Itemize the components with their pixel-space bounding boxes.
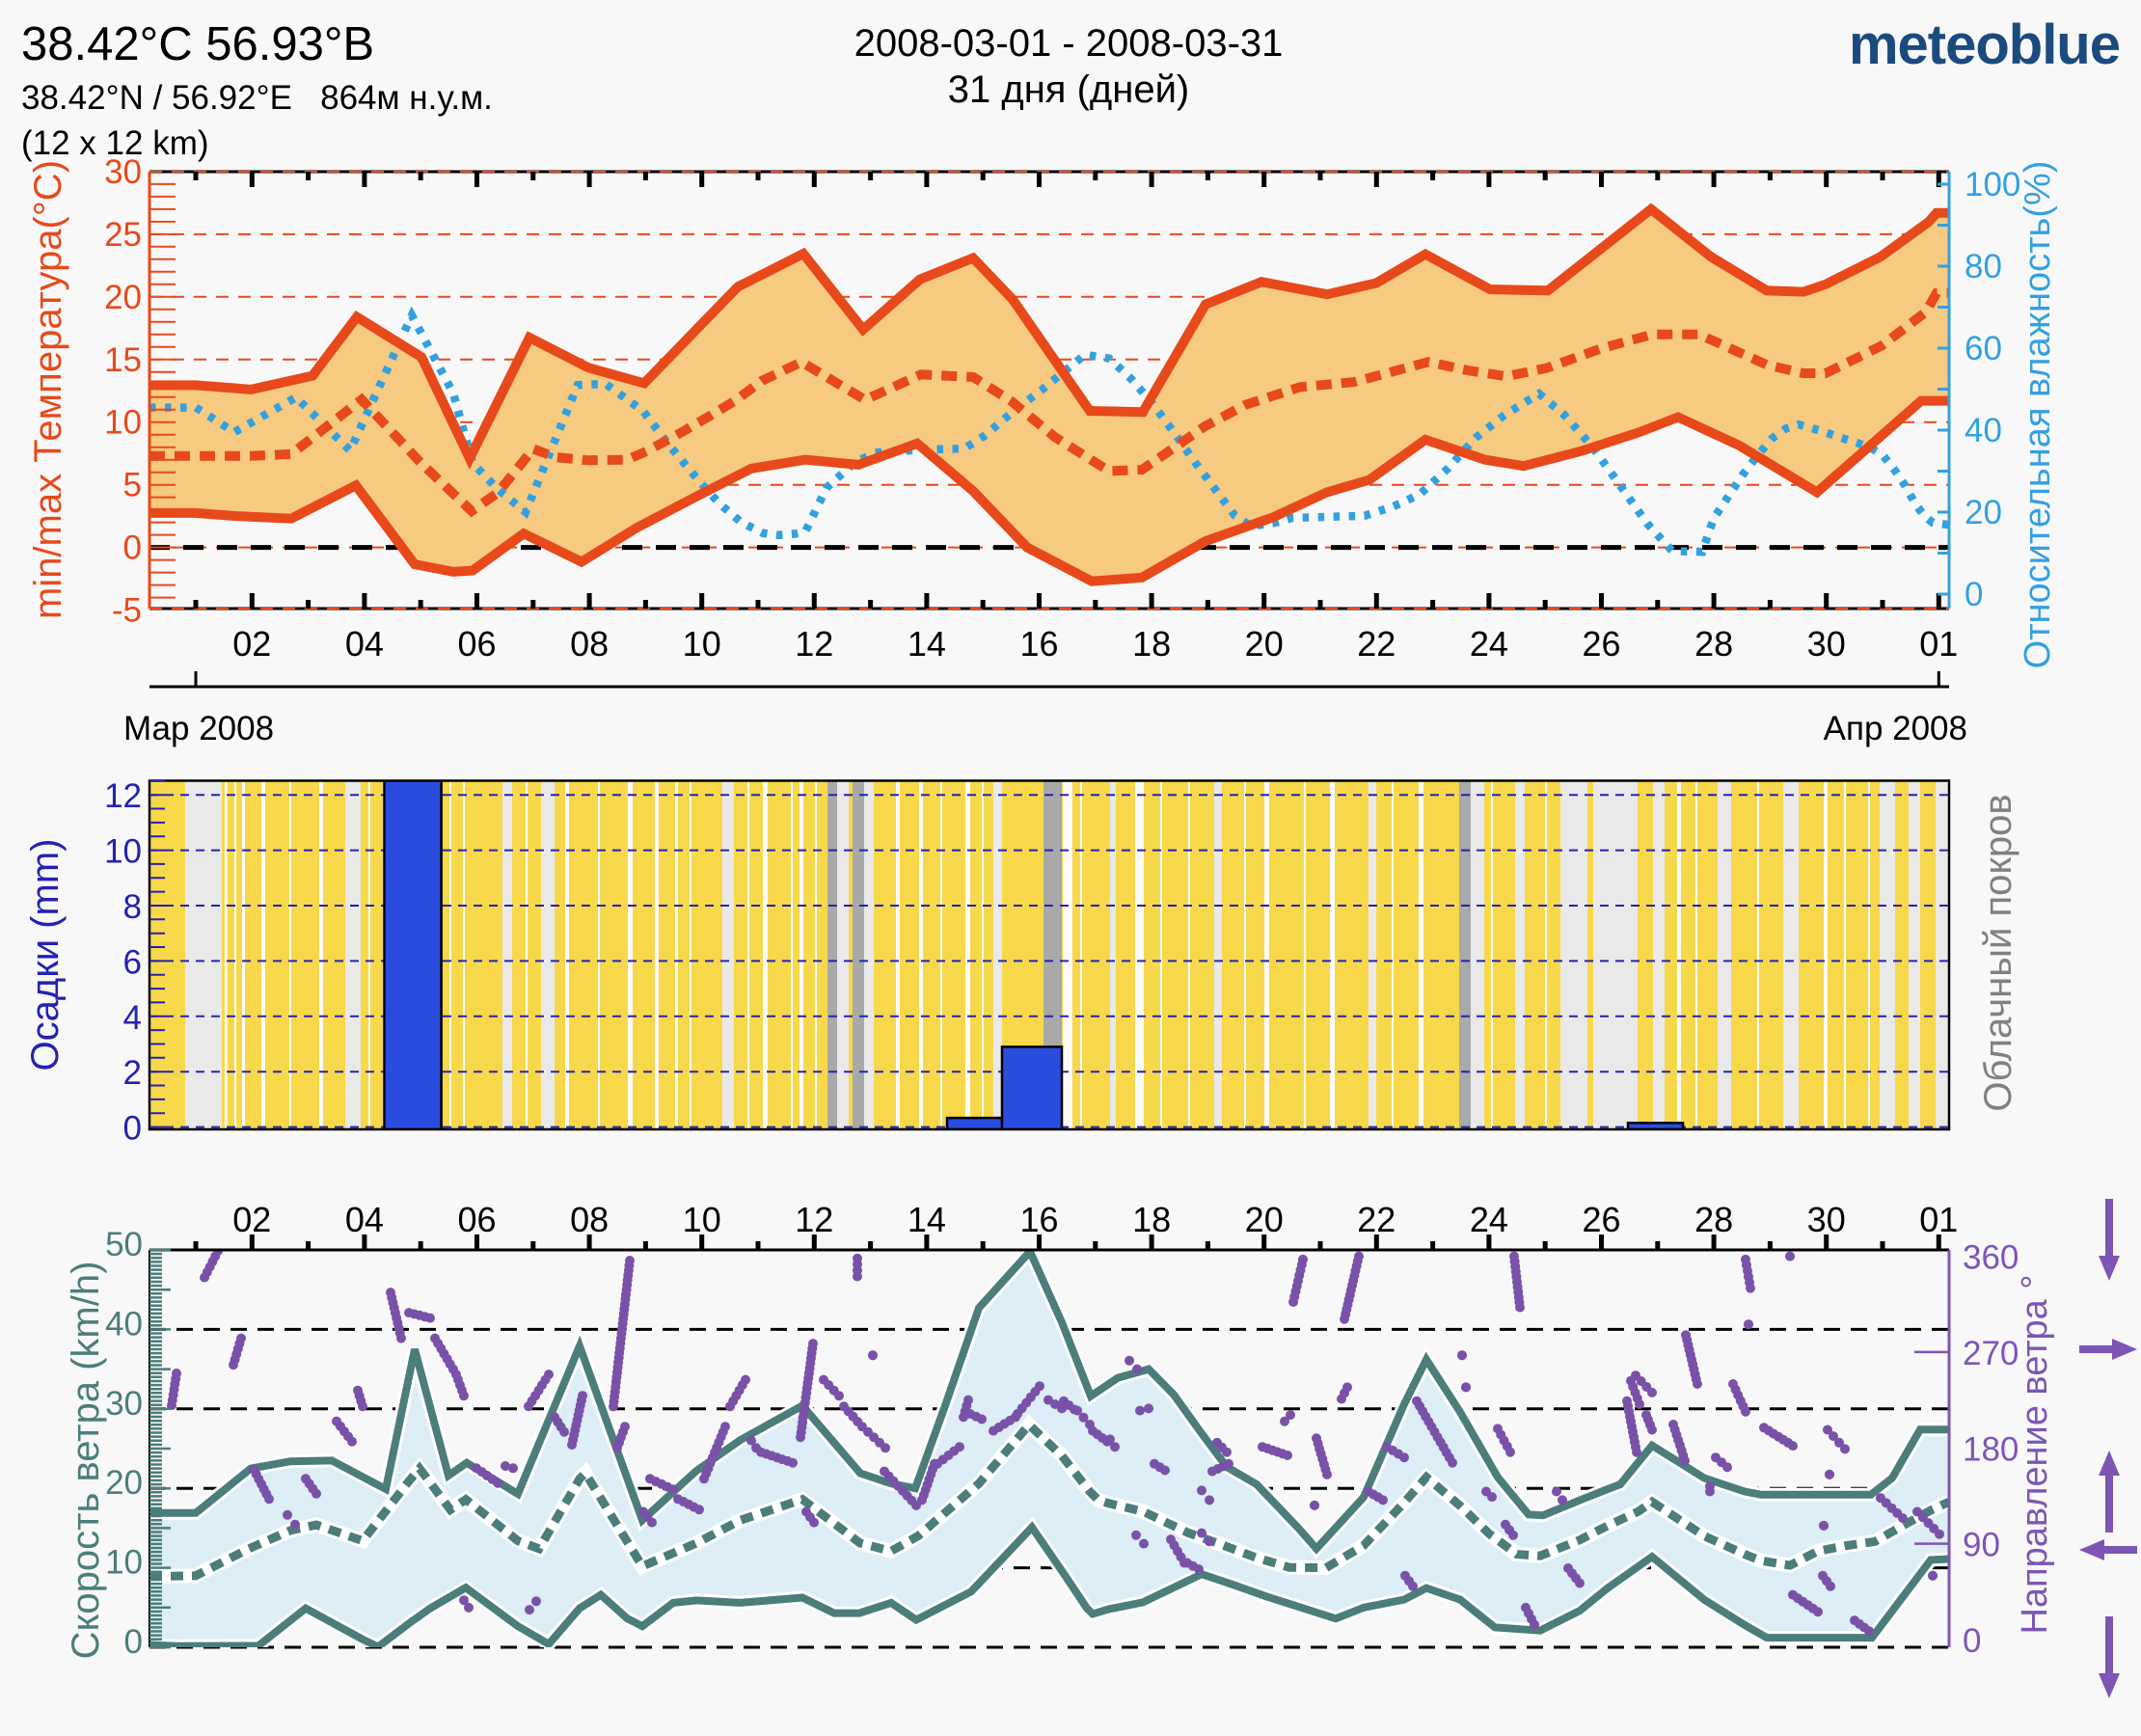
svg-text:360: 360 xyxy=(1963,1239,2019,1277)
svg-text:Направление ветра °: Направление ветра ° xyxy=(2015,1274,2055,1634)
svg-text:40: 40 xyxy=(1965,412,2002,449)
svg-text:6: 6 xyxy=(123,943,142,981)
svg-text:24: 24 xyxy=(1470,624,1508,664)
svg-text:38.42°N / 56.92°E 864м н.у.м: 38.42°N / 56.92°E 864м н.у.м. xyxy=(21,79,493,117)
svg-text:01: 01 xyxy=(1919,624,1958,664)
svg-text:0: 0 xyxy=(1963,1622,1981,1660)
svg-text:02: 02 xyxy=(232,1200,271,1239)
svg-text:10: 10 xyxy=(105,1544,143,1582)
svg-text:Мар 2008: Мар 2008 xyxy=(123,710,274,747)
svg-text:18: 18 xyxy=(1132,624,1171,664)
svg-text:20: 20 xyxy=(1245,624,1284,664)
svg-text:20: 20 xyxy=(1245,1200,1284,1239)
svg-text:16: 16 xyxy=(1019,1200,1058,1239)
svg-text:04: 04 xyxy=(345,624,384,664)
svg-text:22: 22 xyxy=(1357,1200,1396,1239)
svg-text:100: 100 xyxy=(1965,166,2020,203)
svg-text:04: 04 xyxy=(345,1200,384,1239)
svg-text:Апр 2008: Апр 2008 xyxy=(1824,710,1967,747)
svg-text:5: 5 xyxy=(123,467,142,504)
svg-text:Осадки (mm): Осадки (mm) xyxy=(24,839,67,1071)
svg-text:28: 28 xyxy=(1694,624,1733,664)
svg-text:08: 08 xyxy=(570,1200,609,1239)
svg-text:2: 2 xyxy=(123,1054,142,1092)
svg-text:-5: -5 xyxy=(112,592,142,630)
svg-text:80: 80 xyxy=(1965,248,2002,285)
svg-text:01: 01 xyxy=(1919,1200,1958,1239)
svg-text:180: 180 xyxy=(1963,1430,2019,1468)
svg-text:10: 10 xyxy=(104,833,142,871)
svg-text:06: 06 xyxy=(457,1200,496,1239)
svg-text:270: 270 xyxy=(1963,1335,2019,1372)
svg-text:15: 15 xyxy=(104,341,142,379)
svg-text:24: 24 xyxy=(1470,1200,1508,1239)
svg-text:08: 08 xyxy=(570,624,609,664)
svg-text:02: 02 xyxy=(232,624,271,664)
svg-text:30: 30 xyxy=(105,1385,143,1423)
svg-text:30: 30 xyxy=(1807,1200,1846,1239)
svg-text:0: 0 xyxy=(123,1110,142,1148)
svg-text:30: 30 xyxy=(1807,624,1846,664)
svg-text:90: 90 xyxy=(1963,1527,2000,1564)
svg-text:38.42°C 56.93°В: 38.42°C 56.93°В xyxy=(21,18,374,70)
svg-text:Относительная влажность(%): Относительная влажность(%) xyxy=(2018,161,2058,669)
svg-text:4: 4 xyxy=(123,999,142,1037)
svg-text:12: 12 xyxy=(795,1200,833,1239)
svg-text:meteoblue: meteoblue xyxy=(1849,14,2120,76)
svg-text:20: 20 xyxy=(105,1464,143,1502)
svg-text:14: 14 xyxy=(908,1200,946,1239)
svg-text:60: 60 xyxy=(1965,330,2002,367)
svg-text:14: 14 xyxy=(908,624,946,664)
svg-text:0: 0 xyxy=(123,529,142,567)
svg-text:25: 25 xyxy=(104,216,142,254)
svg-text:16: 16 xyxy=(1019,624,1058,664)
svg-text:2008-03-01 - 2008-03-31: 2008-03-01 - 2008-03-31 xyxy=(854,22,1284,65)
svg-text:(12 x 12 km): (12 x 12 km) xyxy=(21,124,209,162)
svg-text:Облачный покров: Облачный покров xyxy=(1977,794,2019,1111)
svg-text:10: 10 xyxy=(683,624,721,664)
svg-text:10: 10 xyxy=(104,404,142,442)
svg-text:26: 26 xyxy=(1582,624,1620,664)
svg-text:30: 30 xyxy=(104,153,142,191)
svg-text:20: 20 xyxy=(1965,494,2002,531)
svg-text:10: 10 xyxy=(683,1200,721,1239)
svg-text:20: 20 xyxy=(104,279,142,316)
svg-text:12: 12 xyxy=(104,777,142,815)
svg-text:40: 40 xyxy=(105,1305,143,1343)
svg-text:8: 8 xyxy=(123,888,142,926)
svg-text:Скорость ветра (km/h): Скорость ветра (km/h) xyxy=(65,1261,107,1660)
svg-text:22: 22 xyxy=(1357,624,1396,664)
svg-text:31 дня (дней): 31 дня (дней) xyxy=(948,68,1189,111)
svg-text:0: 0 xyxy=(124,1623,143,1661)
svg-text:50: 50 xyxy=(105,1226,143,1263)
svg-text:26: 26 xyxy=(1582,1200,1620,1239)
svg-text:12: 12 xyxy=(795,624,833,664)
svg-text:18: 18 xyxy=(1132,1200,1171,1239)
svg-text:min/max Температура(°C): min/max Температура(°C) xyxy=(27,160,69,619)
svg-text:28: 28 xyxy=(1694,1200,1733,1239)
svg-text:06: 06 xyxy=(457,624,496,664)
svg-text:0: 0 xyxy=(1965,576,1983,613)
